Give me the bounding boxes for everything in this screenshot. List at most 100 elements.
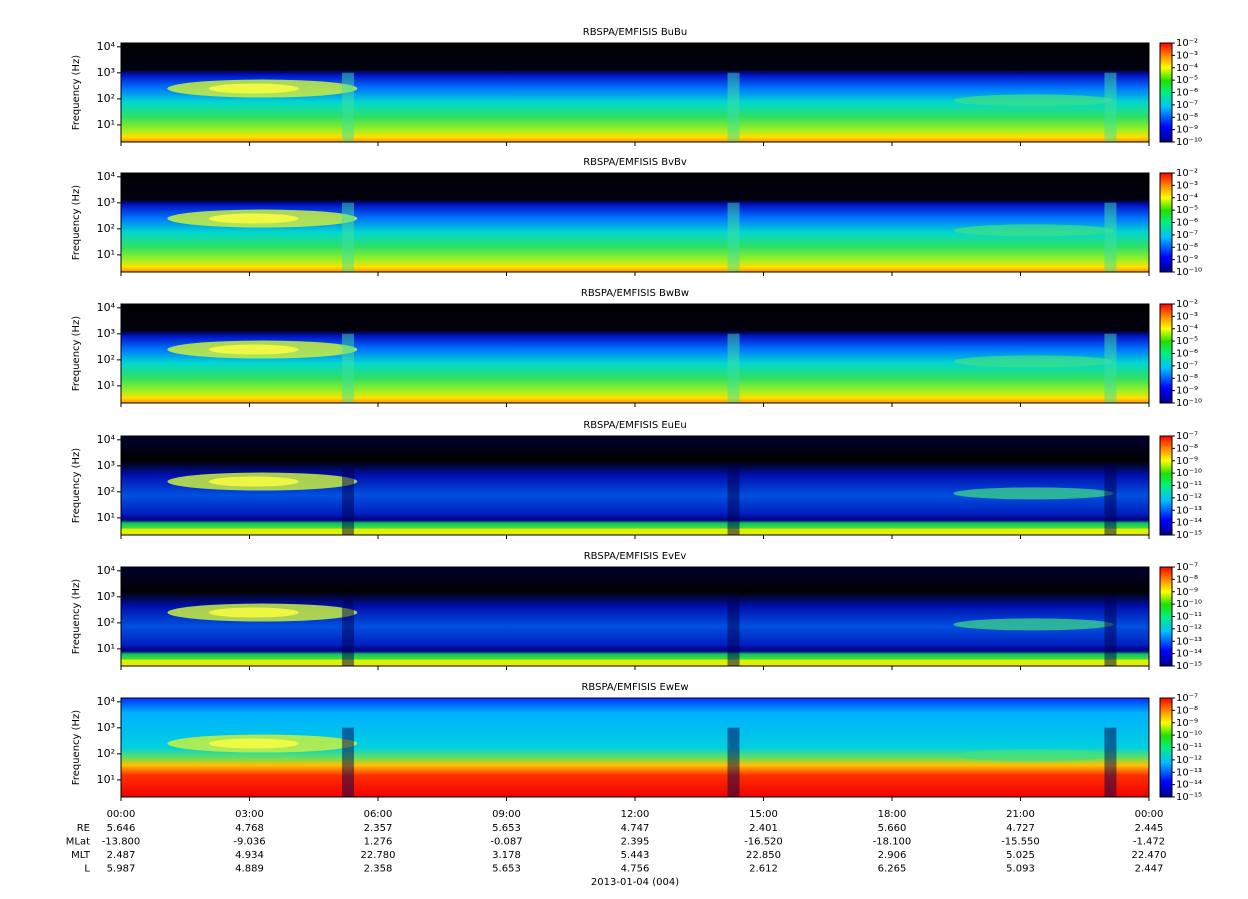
spectrogram-feature	[208, 83, 299, 94]
colorbar-tick-label: 10⁻¹⁵	[1176, 792, 1202, 803]
colorbar-tick-label: 10⁻⁴	[1176, 324, 1198, 335]
y-tick-label: 10¹	[97, 642, 115, 655]
colorbar-tick-label: 10⁻⁶	[1176, 88, 1198, 99]
y-tick-label: 10⁴	[97, 301, 116, 314]
ephemeris-value: 4.934	[235, 850, 264, 861]
ephemeris-value: 5.987	[107, 864, 136, 875]
colorbar-tick-label: 10⁻⁹	[1176, 125, 1198, 136]
spectrogram-feature	[953, 224, 1114, 237]
spectrogram-feature	[727, 465, 740, 535]
colorbar-tick-label: 10⁻⁷	[1176, 361, 1198, 372]
colorbar-tick-label: 10⁻¹⁰	[1176, 398, 1202, 409]
spectrogram-feature	[208, 213, 299, 224]
ephemeris-value: 4.768	[235, 823, 264, 834]
colorbar-tick-label: 10⁻¹⁴	[1176, 780, 1202, 791]
ephemeris-value: 2.401	[749, 823, 778, 834]
date-label: 2013-01-04 (004)	[591, 877, 679, 888]
spectrogram-feature	[953, 94, 1114, 107]
panel-title: RBSPA/EMFISIS BwBw	[581, 288, 689, 299]
colorbar-tick-label: 10⁻⁴	[1176, 63, 1198, 74]
ephemeris-value: 3.178	[492, 850, 521, 861]
colorbar-tick-label: 10⁻⁶	[1176, 349, 1198, 360]
colorbar-tick-label: 10⁻⁸	[1176, 112, 1198, 123]
colorbar-tick-label: 10⁻⁸	[1176, 242, 1198, 253]
colorbar-tick-label: 10⁻⁶	[1176, 218, 1198, 229]
ephemeris-value: -0.087	[490, 837, 522, 848]
colorbar-label: amplitude (nT^2/Hz)	[1222, 165, 1235, 280]
ephemeris-value: -16.520	[744, 837, 783, 848]
colorbar-tick-label: 10⁻¹⁴	[1176, 649, 1202, 660]
y-tick-label: 10²	[97, 747, 115, 760]
x-tick-label: 00:00	[107, 809, 136, 820]
y-tick-label: 10⁴	[97, 695, 116, 708]
x-tick-label: 06:00	[364, 809, 393, 820]
y-tick-label: 10¹	[97, 118, 115, 131]
colorbar-tick-label: 10⁻⁷	[1176, 562, 1198, 573]
y-tick-label: 10²	[97, 92, 115, 105]
colorbar	[1159, 172, 1173, 273]
colorbar-tick-label: 10⁻⁹	[1176, 587, 1198, 598]
spectrogram-feature	[1104, 202, 1117, 272]
y-tick-label: 10⁴	[97, 40, 116, 53]
spectrogram-feature	[953, 618, 1114, 631]
spectrogram-feature	[208, 476, 299, 487]
colorbar-tick-label: 10⁻¹¹	[1176, 481, 1202, 492]
spectrogram-feature	[727, 727, 740, 797]
ephemeris-value: 2.358	[364, 864, 393, 875]
y-axis-label: Frequency (Hz)	[71, 55, 82, 131]
colorbar-tick-label: 10⁻¹³	[1176, 505, 1202, 516]
ephemeris-label: MLat	[66, 837, 90, 848]
colorbar-tick-label: 10⁻⁷	[1176, 693, 1198, 704]
ephemeris-value: -15.550	[1001, 837, 1040, 848]
ephemeris-value: -1.472	[1133, 837, 1165, 848]
ephemeris-value: 6.265	[878, 864, 907, 875]
colorbar-label: amplitude (nT^2/Hz)	[1222, 35, 1235, 150]
ephemeris-value: 4.727	[1006, 823, 1035, 834]
colorbar-tick-label: 10⁻⁸	[1176, 705, 1198, 716]
colorbar-tick-label: 10⁻²	[1176, 168, 1198, 179]
x-tick-label: 18:00	[878, 809, 907, 820]
ephemeris-value: 2.395	[621, 837, 650, 848]
colorbar-tick-label: 10⁻⁸	[1176, 373, 1198, 384]
spectrogram-feature	[1104, 727, 1117, 797]
colorbar	[1159, 566, 1173, 667]
spectrogram-feature	[342, 465, 355, 535]
ephemeris-value: 2.487	[107, 850, 136, 861]
colorbar-label: amplitude (V^2/m^2/Hz)	[1222, 416, 1235, 556]
spectrogram-feature	[208, 344, 299, 355]
ephemeris-value: 4.889	[235, 864, 264, 875]
colorbar-tick-label: 10⁻⁵	[1176, 75, 1198, 86]
colorbar	[1159, 697, 1173, 798]
spectrogram-feature	[342, 72, 355, 142]
panel-title: RBSPA/EMFISIS EuEu	[583, 420, 686, 431]
colorbar-tick-label: 10⁻¹⁰	[1176, 137, 1202, 148]
spectrogram-feature	[953, 355, 1114, 368]
colorbar-tick-label: 10⁻⁹	[1176, 456, 1198, 467]
y-axis-label: Frequency (Hz)	[71, 185, 82, 261]
panel-title: RBSPA/EMFISIS BvBv	[583, 157, 687, 168]
ephemeris-value: 22.470	[1132, 850, 1167, 861]
ephemeris-value: 2.906	[878, 850, 907, 861]
colorbar-tick-label: 10⁻⁷	[1176, 431, 1198, 442]
y-tick-label: 10⁴	[97, 433, 116, 446]
colorbar-tick-label: 10⁻⁹	[1176, 255, 1198, 266]
y-tick-label: 10³	[97, 459, 115, 472]
x-tick-label: 03:00	[235, 809, 264, 820]
spectrogram-feature	[953, 749, 1114, 762]
colorbar-label: amplitude (nT^2/Hz)	[1222, 296, 1235, 411]
x-tick-label: 12:00	[621, 809, 650, 820]
y-tick-label: 10³	[97, 721, 115, 734]
ephemeris-value: 1.276	[364, 837, 393, 848]
colorbar-tick-label: 10⁻⁴	[1176, 193, 1198, 204]
y-axis-label: Frequency (Hz)	[71, 316, 82, 392]
y-tick-label: 10¹	[97, 379, 115, 392]
colorbar-tick-label: 10⁻⁵	[1176, 205, 1198, 216]
ephemeris-value: 4.747	[621, 823, 650, 834]
x-tick-label: 21:00	[1006, 809, 1035, 820]
colorbar-tick-label: 10⁻⁹	[1176, 718, 1198, 729]
y-tick-label: 10¹	[97, 248, 115, 261]
ephemeris-label: MLT	[71, 850, 91, 861]
colorbar	[1159, 303, 1173, 404]
colorbar-tick-label: 10⁻¹⁴	[1176, 518, 1202, 529]
